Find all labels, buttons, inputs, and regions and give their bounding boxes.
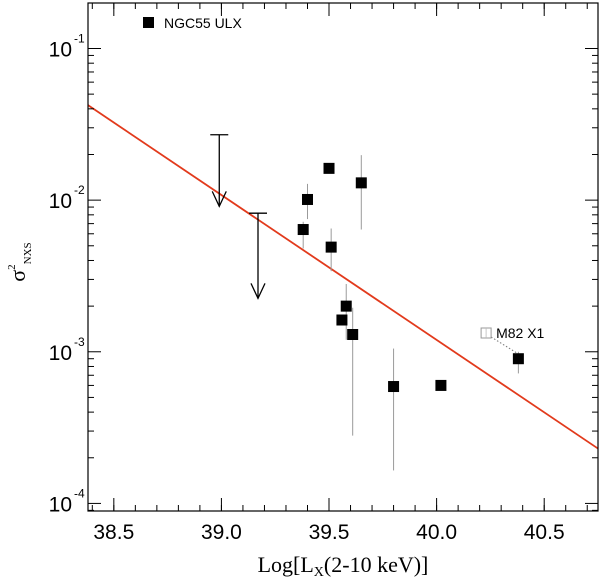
x-axis-label-rest: (2-10 keV)] — [324, 552, 428, 577]
data-point — [435, 379, 447, 391]
y-tick-label: 10 — [49, 190, 72, 213]
x-axis-label: Log[LX(2-10 keV)] — [258, 552, 429, 580]
data-point — [347, 328, 359, 340]
data-point — [388, 381, 400, 393]
y-tick-exponent: -4 — [74, 486, 85, 500]
plot-frame — [87, 2, 599, 512]
y-axis-label: σ2 NXS — [5, 242, 34, 281]
y-tick-label: 10 — [49, 38, 72, 61]
y-tick-label: 10 — [49, 493, 72, 516]
data-point — [325, 241, 337, 253]
fit-line — [87, 104, 599, 450]
data-point — [336, 314, 348, 326]
y-axis-label-superscript: 2 — [6, 264, 18, 270]
data-point — [512, 353, 524, 365]
y-tick-exponent: -2 — [74, 183, 85, 197]
upper-limit-arrowhead — [211, 191, 227, 208]
y-axis-label-subscript: NXS — [22, 242, 34, 264]
legend: NGC55 ULX — [143, 15, 242, 31]
ticks-layer: 38.5 39.0 39.5 40.0 40.510-110-210-310-4 — [49, 3, 598, 544]
x-tick-label: 40.0 — [416, 521, 457, 544]
annotation-connector — [490, 336, 517, 354]
x-axis-label-main: Log[L — [258, 552, 314, 577]
legend-marker — [143, 17, 154, 28]
upper-limits-layer — [210, 134, 267, 300]
points-layer — [297, 162, 524, 393]
upper-limit-arrowhead — [250, 283, 266, 300]
data-point — [355, 177, 367, 189]
data-point — [297, 224, 309, 236]
data-point — [301, 193, 313, 205]
legend-label: NGC55 ULX — [164, 15, 242, 31]
fit-line-layer — [87, 104, 599, 450]
annotation-label: M82 X1 — [496, 325, 544, 341]
x-tick-label: 39.0 — [201, 521, 242, 544]
x-tick-label: 38.5 — [93, 521, 134, 544]
y-axis-label-sigma: σ — [5, 270, 30, 282]
x-axis-label-subscript: X — [314, 565, 324, 580]
data-point — [340, 300, 352, 312]
x-tick-label: 40.5 — [524, 521, 565, 544]
y-tick-exponent: -3 — [74, 335, 85, 349]
y-tick-label: 10 — [49, 342, 72, 365]
annotation-layer: M82 X1 — [480, 325, 545, 354]
y-axis-label-text: σ2 NXS — [5, 242, 34, 281]
x-tick-label: 39.5 — [309, 521, 350, 544]
data-point — [323, 162, 335, 174]
y-tick-exponent: -1 — [74, 31, 85, 45]
